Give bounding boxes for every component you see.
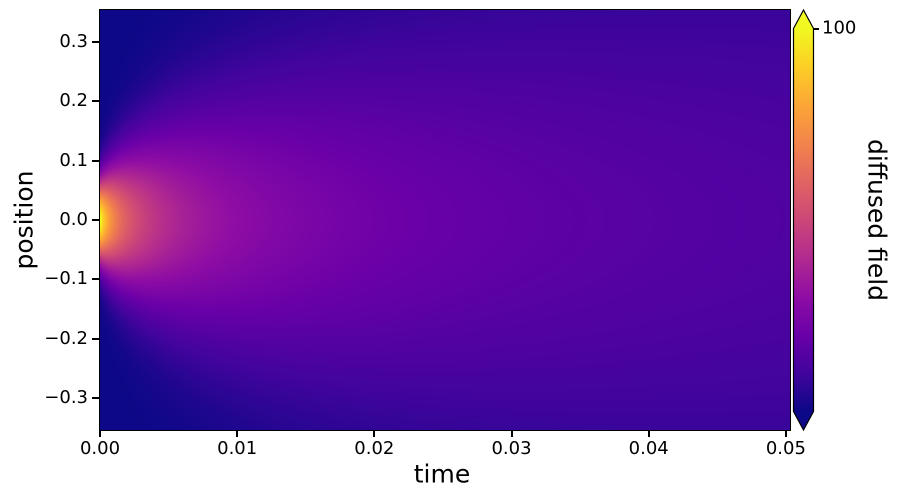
y-tick-label: 0.2 bbox=[59, 90, 88, 112]
y-tick-label: −0.3 bbox=[44, 386, 88, 408]
x-tick-mark bbox=[510, 430, 513, 437]
colorbar-gradient-bar bbox=[792, 8, 815, 432]
x-tick-mark bbox=[99, 430, 101, 437]
y-tick-mark bbox=[92, 396, 99, 399]
y-tick-label: −0.1 bbox=[44, 268, 88, 290]
heatmap-canvas bbox=[99, 9, 790, 430]
y-tick-label: 0.0 bbox=[59, 209, 88, 230]
x-axis-label: time bbox=[413, 459, 471, 489]
y-tick-mark bbox=[92, 100, 99, 103]
x-tick-mark bbox=[784, 430, 787, 437]
y-tick-mark bbox=[92, 337, 99, 340]
y-tick-mark bbox=[92, 278, 99, 281]
x-tick-mark bbox=[373, 430, 376, 437]
plot-area bbox=[98, 8, 791, 431]
y-tick-label: 0.1 bbox=[59, 149, 88, 171]
y-tick-mark bbox=[92, 219, 99, 221]
x-tick-mark bbox=[647, 430, 650, 437]
x-tick-label: 0.04 bbox=[628, 438, 669, 459]
x-tick-label: 0.02 bbox=[354, 438, 395, 459]
colorbar-tick-mark bbox=[813, 27, 819, 30]
x-tick-mark bbox=[236, 430, 239, 437]
colorbar-tick-label: 100 bbox=[822, 17, 857, 39]
x-tick-label: 0.03 bbox=[491, 438, 532, 459]
y-tick-mark bbox=[92, 159, 99, 162]
x-tick-label: 0.05 bbox=[765, 438, 806, 459]
x-tick-label: 0.00 bbox=[79, 438, 121, 459]
y-tick-label: 0.3 bbox=[59, 31, 88, 53]
y-tick-mark bbox=[92, 41, 99, 44]
colorbar bbox=[792, 8, 815, 432]
y-tick-label: −0.2 bbox=[44, 327, 88, 349]
colorbar-label: diffused field bbox=[862, 138, 892, 302]
x-tick-label: 0.01 bbox=[217, 438, 258, 459]
